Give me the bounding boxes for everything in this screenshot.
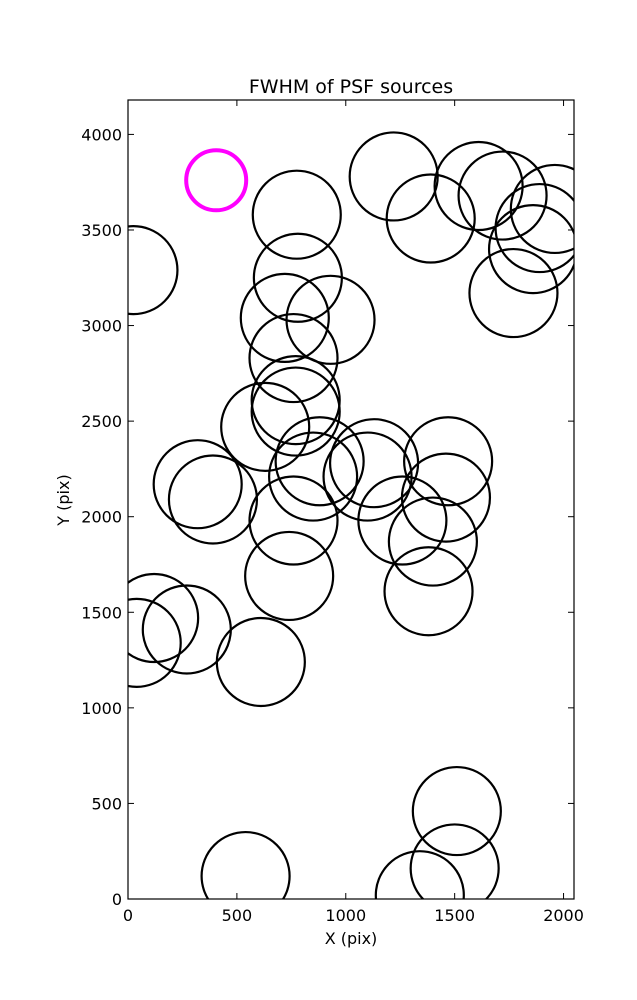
y-tick-label: 2500 xyxy=(81,412,122,431)
data-point xyxy=(494,182,574,274)
data-point xyxy=(457,150,548,241)
data-point xyxy=(244,530,335,622)
data-point xyxy=(274,416,365,507)
data-point xyxy=(357,475,448,566)
data-point xyxy=(200,830,291,899)
data-point xyxy=(383,546,474,637)
data-point xyxy=(409,823,500,899)
data-point xyxy=(220,381,311,472)
y-tick-label: 500 xyxy=(91,794,122,813)
data-point xyxy=(128,572,200,664)
plot-frame xyxy=(127,99,575,900)
y-tick-label: 1000 xyxy=(81,699,122,718)
data-point xyxy=(509,163,574,255)
highlight-point xyxy=(184,148,249,213)
data-point xyxy=(250,366,341,457)
x-axis-label: X (pix) xyxy=(325,929,378,948)
plot-markers xyxy=(128,131,574,899)
data-point xyxy=(239,272,330,364)
data-point xyxy=(251,169,342,260)
data-point xyxy=(215,616,306,708)
x-tick-label: 1000 xyxy=(325,906,366,925)
y-tick-label: 0 xyxy=(112,890,122,909)
data-point xyxy=(374,850,465,899)
y-tick-label: 4000 xyxy=(81,125,122,144)
y-axis: 0 500 1000 1500 2000 2500 3000 3500 4000 xyxy=(81,125,574,909)
data-point xyxy=(250,355,341,446)
data-point xyxy=(403,416,494,507)
y-tick-label: 3500 xyxy=(81,221,122,240)
y-tick-label: 2000 xyxy=(81,508,122,527)
data-point xyxy=(285,274,376,365)
data-point xyxy=(167,454,259,545)
data-point xyxy=(128,225,179,316)
x-tick-label: 1500 xyxy=(434,906,475,925)
data-point xyxy=(487,204,574,295)
data-point xyxy=(411,765,502,857)
data-point xyxy=(268,431,359,522)
y-axis-label: Y (pix) xyxy=(54,474,73,526)
data-point xyxy=(468,247,559,339)
x-tick-label: 0 xyxy=(123,906,133,925)
data-point xyxy=(348,131,439,222)
data-point xyxy=(152,439,243,530)
data-point xyxy=(248,312,339,404)
y-tick-label: 1500 xyxy=(81,603,122,622)
x-tick-label: 2000 xyxy=(543,906,584,925)
chart-title: FWHM of PSF sources xyxy=(249,76,453,98)
data-point xyxy=(385,173,476,264)
x-axis: 0 500 1000 1500 2000 xyxy=(123,100,584,925)
data-point xyxy=(248,475,339,566)
data-point xyxy=(400,452,492,543)
data-point xyxy=(387,496,478,587)
data-point xyxy=(433,140,524,232)
x-tick-label: 500 xyxy=(222,906,253,925)
data-point xyxy=(128,597,182,688)
y-tick-label: 3000 xyxy=(81,317,122,336)
